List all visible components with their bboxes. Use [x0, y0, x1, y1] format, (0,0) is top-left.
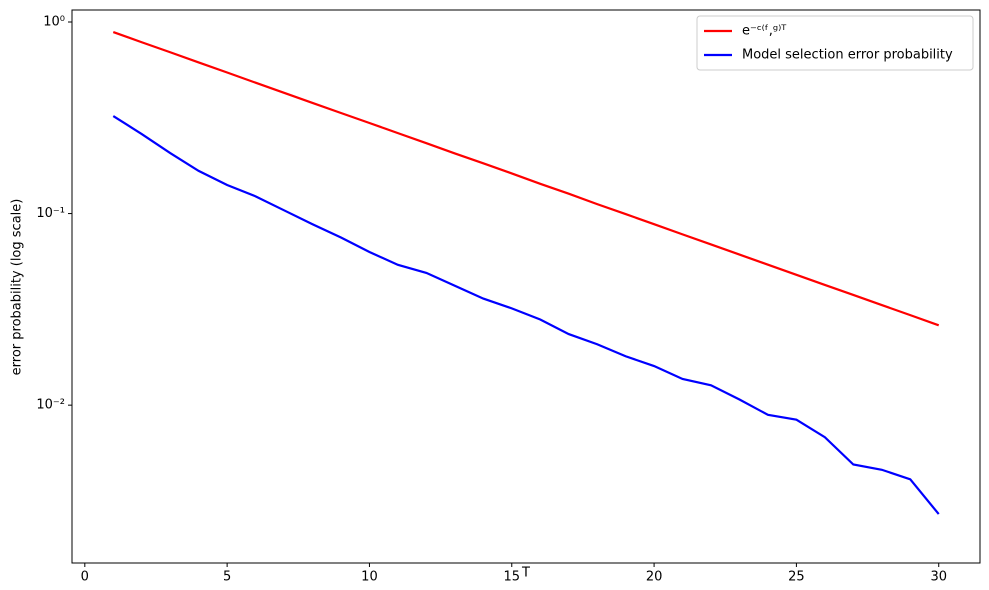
- y-axis-label: error probability (log scale): [10, 199, 25, 376]
- legend-box: [696, 15, 974, 71]
- plot-frame: [71, 9, 981, 564]
- legend-label: Model selection error probability: [742, 48, 953, 63]
- legend-label: e⁻ᶜ⁽ᶠ,ᵍ⁾ᵀ: [742, 24, 787, 39]
- x-tick-label: 20: [646, 570, 663, 585]
- legend: e⁻ᶜ⁽ᶠ,ᵍ⁾ᵀ Model selection error probabili…: [696, 15, 974, 71]
- y-tick-label: 10⁻²: [36, 398, 65, 413]
- data-line: [112, 115, 940, 515]
- x-axis-label: T: [521, 566, 530, 581]
- x-tick-label: 0: [81, 570, 89, 585]
- x-tick-label: 25: [788, 570, 805, 585]
- y-tick-label: 10⁻¹: [36, 206, 65, 221]
- x-tick-label: 15: [503, 570, 520, 585]
- x-tick-label: 30: [930, 570, 947, 585]
- x-tick-label: 10: [361, 570, 378, 585]
- x-tick-label: 5: [223, 570, 231, 585]
- y-tick-label: 10⁰: [43, 14, 65, 29]
- data-line: [112, 31, 940, 327]
